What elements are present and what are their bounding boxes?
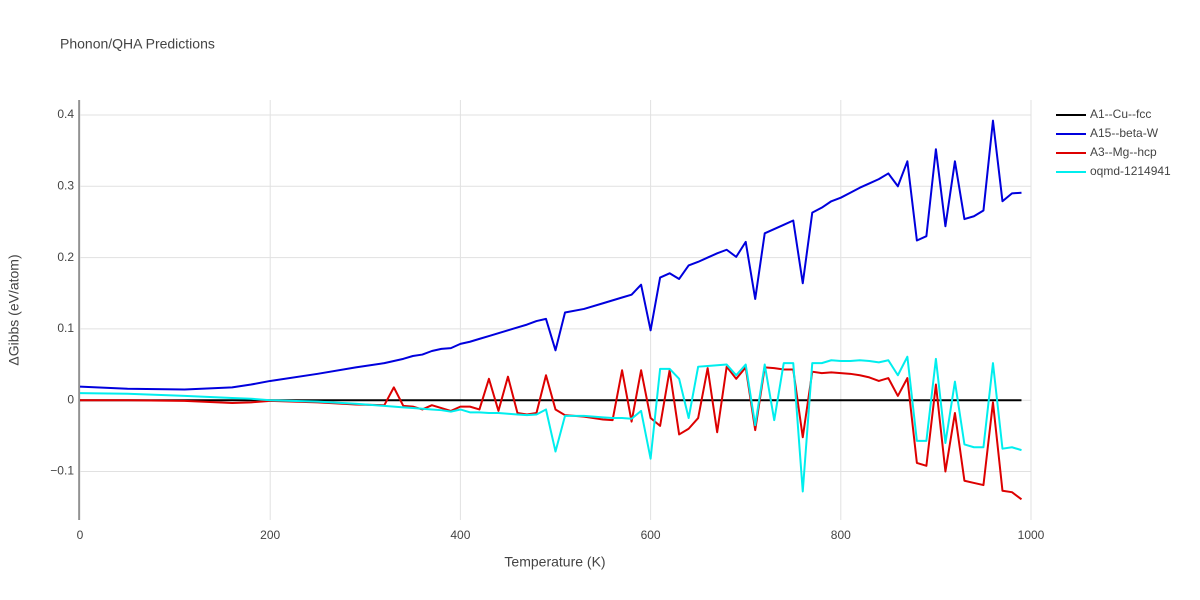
y-tick-label: 0 [67,392,74,406]
line-series [79,119,1022,391]
x-tick-label: 600 [641,528,661,542]
y-tick-label: 0.2 [57,250,74,264]
x-tick-label: 200 [260,528,280,542]
y-tick-label: 0.4 [57,107,74,121]
y-tick-label: 0.1 [57,321,74,335]
legend-label: oqmd-1214941 [1090,164,1171,178]
y-tick-label: 0.3 [57,178,74,192]
chart-title: Phonon/QHA Predictions [60,36,215,52]
x-tick-label: 400 [450,528,470,542]
x-axis-title: Temperature (K) [504,554,605,570]
x-tick-label: 0 [77,528,84,542]
y-axis-title: ΔGibbs (eV/atom) [6,254,22,365]
y-tick-label: −0.1 [50,464,74,478]
legend-label: A15--beta-W [1090,126,1159,140]
x-tick-label: 1000 [1018,528,1045,542]
legend-label: A3--Mg--hcp [1090,145,1157,159]
line-series [79,355,1022,493]
legend-label: A1--Cu--fcc [1090,107,1151,121]
x-tick-label: 800 [831,528,851,542]
